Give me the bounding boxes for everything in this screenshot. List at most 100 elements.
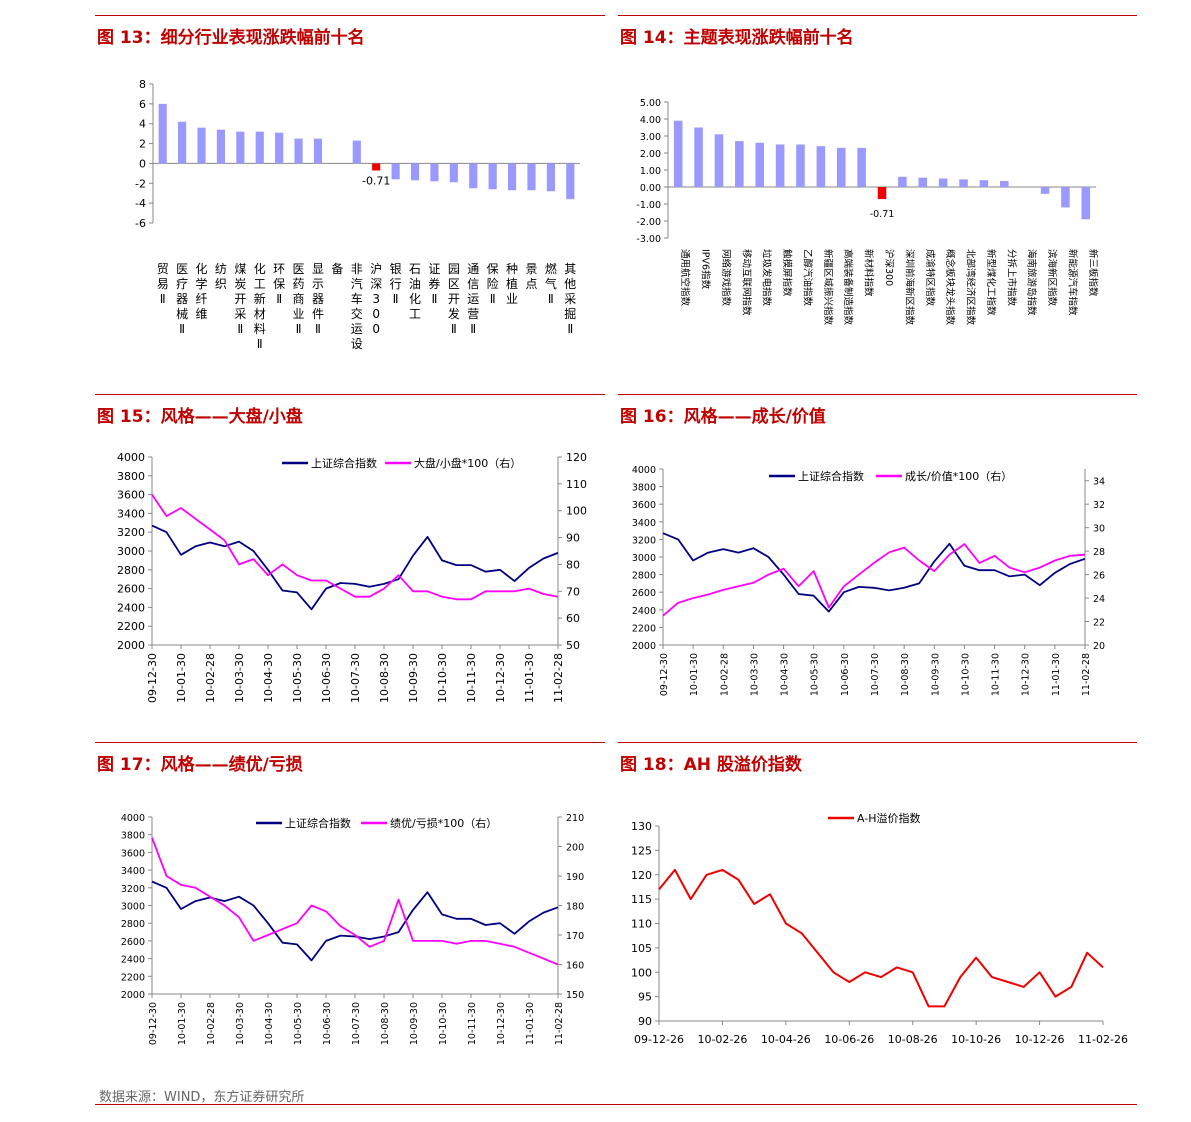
category-label: 化学纤维 — [196, 262, 208, 321]
right-tick-label: 22 — [1093, 618, 1105, 629]
fig16-panel: 图 16：风格——成长/价值 4000 3800 3600 3400 3200 3000 2… — [618, 394, 1137, 724]
x-tick-label: 10-10-30 — [436, 653, 449, 703]
y-tick-label: 8 — [139, 78, 146, 91]
category-label: 垃圾发电指数 — [761, 249, 773, 307]
bar — [1040, 187, 1050, 194]
category-label: 银行 Ⅱ — [390, 262, 402, 306]
left-tick-label: 2000 — [121, 990, 145, 1001]
bar — [294, 138, 303, 164]
bar — [979, 180, 989, 187]
left-tick-label: 120 — [631, 869, 652, 882]
x-tick-label: 11-02-28 — [552, 653, 565, 703]
category-label: 触摸屏指数 — [781, 249, 793, 297]
bar — [410, 163, 420, 181]
bar — [449, 163, 458, 183]
bar — [816, 146, 826, 187]
left-tick-label: 3000 — [121, 902, 145, 913]
fig15-chart: 4000 3800 3600 3400 3200 3000 2800 2600 2400 2200… — [117, 451, 587, 703]
bar — [488, 163, 497, 190]
x-tick-label: 10-06-30 — [840, 653, 851, 696]
right-tick-label: 20 — [1093, 641, 1105, 652]
category-label: 显示器件 Ⅱ — [312, 262, 324, 336]
x-tick-label: 10-08-26 — [888, 1033, 938, 1046]
bar — [546, 163, 555, 192]
left-tick-label: 2600 — [117, 583, 145, 596]
category-label: 新型煤化工指数 — [985, 249, 997, 316]
bar — [898, 176, 907, 187]
category-label: 环保 Ⅱ — [273, 262, 285, 306]
bar — [507, 163, 517, 191]
right-tick-label: 70 — [566, 585, 580, 598]
x-tick-label: 10-02-26 — [697, 1033, 747, 1046]
fig15-title: 图 15：风格——大盘/小盘 — [97, 407, 303, 427]
x-tick-label: 09-12-30 — [146, 653, 159, 703]
category-label: 网络游戏指数 — [720, 249, 732, 307]
fig16-chart: 4000 3800 3600 3400 3200 3000 2800 2600 2400 2200… — [632, 465, 1105, 696]
fig15-title-rule — [95, 394, 605, 395]
x-tick-label: 10-08-30 — [378, 653, 391, 703]
x-tick-label: 10-03-30 — [233, 653, 246, 703]
y-tick-label: 3.00 — [640, 132, 661, 143]
x-tick-label: 11-01-30 — [1051, 653, 1062, 696]
y-tick-label: 4.00 — [640, 115, 661, 126]
right-tick-label: 200 — [566, 843, 584, 854]
left-tick-label: 3800 — [117, 470, 145, 483]
x-tick-label: 10-12-26 — [1015, 1033, 1065, 1046]
left-tick-label: 2400 — [117, 601, 145, 614]
bar — [694, 127, 703, 187]
legend-label: 上证综合指数 — [285, 816, 351, 830]
right-tick-label: 190 — [566, 872, 584, 883]
category-label: 成渝特区指数 — [924, 249, 936, 307]
right-tick-label: 34 — [1093, 477, 1105, 488]
left-tick-label: 3000 — [632, 553, 656, 564]
fig15-panel: 图 15：风格——大盘/小盘 4000 3800 3600 3400 3200 3000 2… — [95, 394, 605, 724]
left-tick-label: 110 — [631, 918, 652, 931]
category-label: 北部湾经济区指数 — [965, 249, 977, 326]
right-tick-label: 210 — [566, 813, 584, 824]
right-tick-label: 50 — [566, 639, 580, 652]
right-tick-label: 60 — [566, 612, 580, 625]
y-tick-label: 2.00 — [640, 149, 661, 160]
legend-label: 上证综合指数 — [798, 469, 864, 483]
fig18-title-rule — [618, 742, 1137, 743]
legend-label: 大盘/小盘*100（右） — [414, 456, 521, 470]
x-tick-label: 10-09-30 — [409, 1002, 420, 1045]
x-tick-label: 11-01-30 — [523, 653, 536, 703]
left-tick-label: 4000 — [117, 451, 145, 464]
category-label: 分拆上市指数 — [1005, 249, 1017, 307]
category-label: 高端装备制造指数 — [842, 249, 854, 326]
fig13-panel: 图 13：细分行业表现涨跌幅前十名 8 6 4 2 0 -2 -4 -6 贸易 Ⅱ 医疗器械 Ⅱ 化学纤… — [95, 15, 605, 365]
x-tick-label: 10-02-28 — [204, 653, 217, 703]
left-tick-label: 3800 — [121, 831, 145, 842]
right-tick-label: 180 — [566, 902, 584, 913]
data-label: -0.71 — [870, 209, 895, 220]
left-tick-label: 2000 — [117, 639, 145, 652]
left-tick-label: 2800 — [121, 919, 145, 930]
footer-source: 数据来源：WIND，东方证券研究所 — [99, 1090, 305, 1105]
category-label: 滨海新区指数 — [1046, 249, 1058, 307]
right-tick-label: 24 — [1093, 594, 1105, 605]
series-line — [662, 532, 1086, 613]
category-label: 新材料指数 — [863, 249, 875, 297]
category-label: 通信运营 Ⅱ — [467, 262, 479, 336]
category-label: 深圳前海新区指数 — [903, 249, 915, 326]
right-tick-label: 80 — [566, 558, 580, 571]
y-tick-label: 6 — [139, 98, 146, 111]
bar — [527, 163, 536, 191]
category-label: 备 — [331, 262, 343, 276]
series-line — [151, 880, 559, 962]
x-tick-label: 10-10-30 — [438, 1002, 449, 1045]
left-tick-label: 115 — [631, 893, 652, 906]
left-tick-label: 3600 — [121, 848, 145, 859]
category-label: 移动互联网指数 — [740, 249, 752, 316]
bar — [796, 144, 805, 187]
left-tick-label: 2600 — [121, 937, 145, 948]
left-tick-label: 90 — [638, 1015, 652, 1028]
right-tick-label: 160 — [566, 961, 584, 972]
bar — [877, 187, 887, 200]
category-label: 概念板块龙头指数 — [944, 249, 956, 326]
category-label: 医药商业 Ⅱ — [293, 262, 305, 336]
x-tick-label: 11-02-26 — [1078, 1033, 1128, 1046]
left-tick-label: 95 — [638, 991, 652, 1004]
fig17-title-rule — [95, 742, 605, 743]
